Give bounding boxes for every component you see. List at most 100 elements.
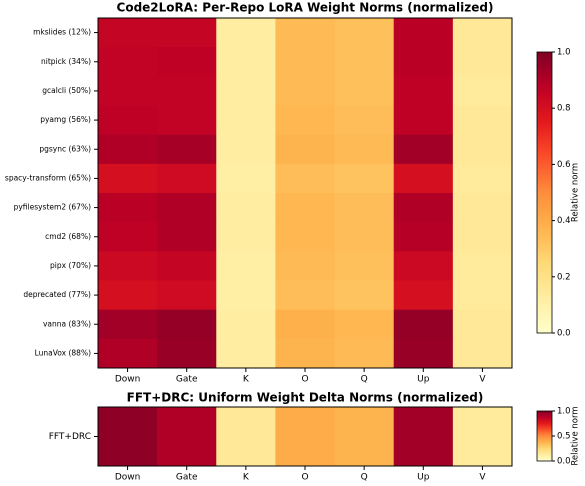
- heatmap-cell: [452, 280, 513, 311]
- heatmap-cell: [275, 163, 336, 194]
- heatmap-cell: [98, 338, 158, 369]
- heatmap-cell: [275, 18, 336, 48]
- heatmap-cell: [452, 47, 513, 77]
- heatmap-cell: [334, 222, 395, 252]
- heatmap-cell: [275, 105, 336, 136]
- heatmap-cell: [216, 76, 276, 106]
- heatmap-cell: [275, 222, 336, 252]
- colorbar-tick-label: 1.0: [557, 407, 571, 417]
- heatmap-cell: [334, 338, 395, 369]
- heatmap-cell: [452, 18, 513, 48]
- heatmap-cell: [216, 18, 276, 48]
- y-tick-label: spacy-transform (65%): [5, 173, 91, 182]
- heatmap-cell: [98, 76, 158, 106]
- heatmap-cell: [157, 105, 217, 136]
- y-tick-label: FFT+DRC: [49, 432, 91, 442]
- heatmap-cell: [393, 338, 454, 369]
- y-tick-label: pyamg (56%): [40, 115, 91, 124]
- heatmap-cell: [393, 105, 454, 136]
- colorbar: [536, 51, 553, 334]
- heatmap-cell: [98, 193, 158, 223]
- x-tick-label: Q: [361, 375, 368, 385]
- x-tick-label: V: [479, 375, 486, 385]
- heatmap-cell: [216, 105, 276, 136]
- heatmap-cell: [334, 193, 395, 223]
- heatmap-cell: [216, 251, 276, 281]
- heatmap-cell: [98, 222, 158, 252]
- heatmap-cell: [393, 309, 454, 340]
- heatmap-cell: [334, 309, 395, 340]
- heatmap-cell: [393, 47, 454, 77]
- y-tick-label: mkslides (12%): [33, 28, 91, 37]
- heatmap-cell: [452, 76, 513, 106]
- heatmap-cell: [334, 18, 395, 48]
- colorbar: [536, 410, 553, 462]
- y-tick-label: vanna (83%): [43, 319, 91, 328]
- heatmap-cell: [98, 18, 158, 48]
- heatmap-cell: [452, 134, 513, 165]
- colorbar-tick-label: 0.0: [557, 329, 571, 339]
- heatmap-cell: [334, 105, 395, 136]
- heatmap-cell: [216, 222, 276, 252]
- colorbar-tick-label: 0.4: [557, 216, 571, 226]
- heatmap-cell: [452, 222, 513, 252]
- heatmap-cell: [98, 47, 158, 77]
- heatmap-cell: [157, 47, 217, 77]
- heatmap-cell: [157, 338, 217, 369]
- x-tick-label: Gate: [176, 473, 198, 483]
- heatmap-cell: [334, 47, 395, 77]
- heatmap-cell: [275, 47, 336, 77]
- y-tick-label: pyfilesystem2 (67%): [14, 203, 91, 212]
- heatmap-cell: [98, 134, 158, 165]
- chart-title: Code2LoRA: Per-Repo LoRA Weight Norms (n…: [117, 1, 494, 15]
- heatmap-cell: [275, 407, 336, 467]
- heatmap-cell: [334, 407, 395, 467]
- colorbar-tick-label: 0.6: [557, 160, 571, 170]
- heatmap-cell: [157, 309, 217, 340]
- heatmap-cell: [157, 222, 217, 252]
- colorbar-tick-label: 0.2: [557, 272, 571, 282]
- heatmap-cell: [393, 222, 454, 252]
- heatmap-cell: [452, 105, 513, 136]
- heatmap-cell: [157, 18, 217, 48]
- colorbar-tick-label: 0.8: [557, 104, 571, 114]
- x-tick-label: Up: [417, 375, 430, 385]
- heatmap-cell: [452, 338, 513, 369]
- x-tick-label: Q: [361, 473, 368, 483]
- heatmap-cell: [98, 251, 158, 281]
- heatmap-cell: [393, 163, 454, 194]
- heatmap-cell: [157, 134, 217, 165]
- heatmap-cell: [393, 280, 454, 311]
- heatmap-cell: [393, 251, 454, 281]
- colorbar-tick-label: 0.5: [557, 432, 571, 442]
- heatmap-cell: [216, 193, 276, 223]
- heatmap-cell: [216, 309, 276, 340]
- heatmap-cell: [452, 407, 513, 467]
- x-tick-label: K: [243, 375, 250, 385]
- heatmap-cell: [452, 163, 513, 194]
- heatmap-cell: [157, 76, 217, 106]
- heatmap-cell: [393, 18, 454, 48]
- heatmap-cell: [275, 134, 336, 165]
- heatmap-cell: [334, 280, 395, 311]
- heatmap-cell: [216, 407, 276, 467]
- heatmap-cell: [157, 163, 217, 194]
- heatmap-cell: [216, 163, 276, 194]
- heatmap-cell: [98, 309, 158, 340]
- x-tick-label: V: [479, 473, 486, 483]
- heatmap-cell: [452, 193, 513, 223]
- y-tick-label: deprecated (77%): [23, 290, 91, 299]
- heatmap-cell: [275, 76, 336, 106]
- y-tick-label: nitpick (34%): [41, 57, 91, 66]
- x-tick-label: Gate: [176, 375, 198, 385]
- heatmap-cell: [393, 134, 454, 165]
- y-tick-label: gcalcli (50%): [42, 86, 91, 95]
- colorbar-label: Relative norm: [571, 406, 581, 465]
- heatmap-cell: [393, 193, 454, 223]
- y-tick-label: pipx (70%): [50, 261, 91, 270]
- x-tick-label: K: [243, 473, 250, 483]
- heatmap-cell: [98, 163, 158, 194]
- heatmap-cell: [275, 251, 336, 281]
- heatmap-cell: [452, 309, 513, 340]
